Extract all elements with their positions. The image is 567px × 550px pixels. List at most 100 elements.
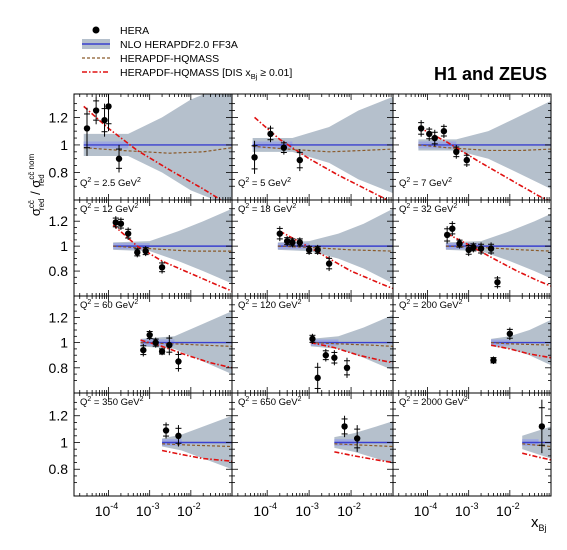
data-point: [440, 127, 448, 135]
panel-frame: [392, 392, 552, 497]
data-point: [490, 357, 497, 364]
y-tick-label: 0.8: [49, 263, 69, 279]
data-point: [280, 144, 288, 151]
x-axis-label: xBj: [531, 514, 547, 533]
data-point: [134, 249, 141, 256]
hqmass-dis-curve: [310, 341, 393, 364]
hqmass-curve: [252, 145, 393, 153]
hqmass-curve: [445, 245, 551, 252]
data-point: [322, 352, 330, 359]
legend-label: HERAPDF-HQMASS: [120, 53, 219, 65]
q2-label: Q2 = 60 GeV2: [80, 299, 138, 311]
panel-q2-5: Q2 = 5 GeV2: [231, 93, 394, 201]
data-point: [112, 219, 119, 226]
data-point: [124, 230, 132, 237]
q2-label: Q2 = 2000 GeV2: [399, 396, 468, 408]
panel-plot-area: [161, 415, 232, 470]
y-tick-label: 0.8: [49, 360, 69, 376]
y-tick-label: 1.2: [49, 109, 69, 125]
data-point: [117, 220, 125, 227]
data-point: [449, 225, 456, 232]
data-point: [115, 155, 123, 162]
theory-band: [83, 94, 232, 200]
panel-plot-area: [251, 96, 393, 200]
hqmass-dis-curve: [522, 452, 551, 461]
hqmass-dis-curve: [418, 126, 550, 200]
q2-label: Q2 = 350 GeV2: [80, 396, 144, 408]
hqmass-curve: [113, 245, 232, 252]
data-point: [175, 358, 182, 365]
data-point: [105, 103, 112, 110]
hqmass-curve: [162, 443, 232, 448]
data-point: [152, 339, 159, 346]
hqmass-curve: [277, 245, 393, 252]
data-point: [470, 244, 477, 251]
panel-q2-18: Q2 = 18 GeV2: [231, 199, 394, 297]
hqmass-dis-curve: [161, 449, 232, 463]
data-point: [331, 354, 338, 361]
q2-label: Q2 = 120 GeV2: [238, 299, 302, 311]
q2-label: Q2 = 7 GeV2: [399, 177, 452, 189]
data-point: [426, 130, 433, 138]
panel-grid: Q2 = 2.5 GeV2 0.8 1 1.2 Q2 = 5 GeV2 Q2 = 7 Ge…: [49, 93, 552, 519]
x-tick-label: 10-4: [414, 501, 438, 519]
legend-label: HERAPDF-HQMASS [DIS xBj ≥ 0.01]: [120, 67, 292, 81]
hqmass-dis-curve: [490, 344, 551, 359]
data-point: [283, 237, 291, 245]
data-point: [487, 245, 495, 252]
legend-label: NLO HERAPDF2.0 FF3A: [120, 39, 238, 51]
x-tick-label: 10-3: [136, 501, 160, 519]
data-point: [309, 335, 316, 343]
data-point: [443, 231, 451, 239]
data-point: [162, 427, 170, 434]
x-tick-label: 10-2: [337, 501, 361, 519]
data-point: [267, 130, 274, 138]
panel-q2-2000: Q2 = 2000 GeV2 10-4 10-3 10-2: [392, 392, 552, 519]
q2-label: Q2 = 650 GeV2: [238, 396, 302, 408]
x-tick-label: 10-2: [496, 501, 520, 519]
legend-entry: HERAPDF-HQMASS [DIS xBj ≥ 0.01]: [82, 67, 292, 81]
legend-marker-hera: [92, 26, 100, 34]
hqmass-curve: [83, 147, 232, 154]
y-tick-label: 1.2: [49, 408, 69, 424]
panel-q2-350: Q2 = 350 GeV2 0.8 1 1.2 10-4 10-3 10-2: [49, 392, 233, 519]
x-axis-title: xBj: [531, 514, 547, 533]
data-point: [142, 247, 149, 255]
data-point: [314, 374, 321, 382]
y-tick-label: 1.2: [49, 213, 69, 229]
data-point: [276, 230, 283, 237]
data-point: [158, 264, 166, 271]
data-point: [175, 432, 182, 440]
data-point: [494, 279, 501, 286]
q2-label: Q2 = 32 GeV2: [399, 203, 457, 215]
data-point: [353, 435, 361, 442]
panel-plot-area: [276, 208, 393, 290]
hqmass-dis-curve: [112, 224, 232, 292]
data-point: [325, 260, 333, 267]
data-point: [477, 245, 485, 252]
data-point: [431, 134, 438, 142]
panel-plot-area: [522, 399, 551, 461]
hqmass-curve: [491, 342, 551, 346]
data-point: [538, 423, 546, 430]
data-point: [101, 116, 108, 124]
data-point: [417, 125, 425, 132]
y-tick-label: 0.8: [49, 461, 69, 477]
data-point: [289, 239, 296, 246]
legend-entry: NLO HERAPDF2.0 FF3A: [82, 39, 238, 51]
data-point: [465, 246, 472, 254]
legend-label: HERA: [120, 25, 149, 37]
y-axis-title: σcc̄red / σcc̄ nomred: [27, 154, 46, 217]
data-point: [463, 156, 470, 164]
chart-title: H1 and ZEUS: [434, 64, 547, 84]
data-point: [92, 107, 100, 114]
panel-q2-650: Q2 = 650 GeV2 10-4 10-3 10-2: [231, 392, 394, 519]
y-tick-label: 0.8: [49, 164, 69, 180]
panel-q2-60: Q2 = 60 GeV2 0.8 1 1.2: [49, 295, 233, 394]
y-tick-label: 1: [60, 137, 68, 153]
panel-plot-area: [417, 100, 551, 200]
q2-label: Q2 = 5 GeV2: [238, 177, 291, 189]
y-tick-label: 1: [60, 335, 68, 351]
data-point: [314, 246, 321, 254]
